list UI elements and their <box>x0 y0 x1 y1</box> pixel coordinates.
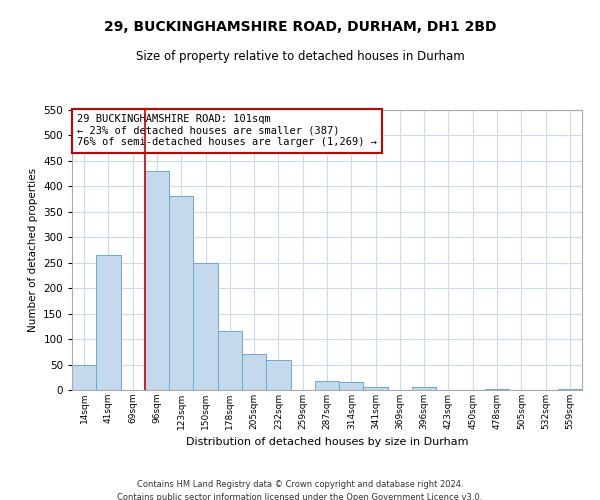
Text: Contains HM Land Registry data © Crown copyright and database right 2024.: Contains HM Land Registry data © Crown c… <box>137 480 463 489</box>
Bar <box>169 196 193 390</box>
Bar <box>193 262 218 390</box>
Bar <box>218 332 242 390</box>
Bar <box>96 255 121 390</box>
Bar <box>266 360 290 390</box>
Bar <box>412 387 436 390</box>
Y-axis label: Number of detached properties: Number of detached properties <box>28 168 38 332</box>
Bar <box>242 354 266 390</box>
Bar <box>315 381 339 390</box>
Bar <box>72 364 96 390</box>
Text: 29, BUCKINGHAMSHIRE ROAD, DURHAM, DH1 2BD: 29, BUCKINGHAMSHIRE ROAD, DURHAM, DH1 2B… <box>104 20 496 34</box>
Text: Contains public sector information licensed under the Open Government Licence v3: Contains public sector information licen… <box>118 492 482 500</box>
Bar <box>364 388 388 390</box>
Bar <box>339 382 364 390</box>
X-axis label: Distribution of detached houses by size in Durham: Distribution of detached houses by size … <box>186 438 468 448</box>
Bar <box>145 171 169 390</box>
Text: Size of property relative to detached houses in Durham: Size of property relative to detached ho… <box>136 50 464 63</box>
Text: 29 BUCKINGHAMSHIRE ROAD: 101sqm
← 23% of detached houses are smaller (387)
76% o: 29 BUCKINGHAMSHIRE ROAD: 101sqm ← 23% of… <box>77 114 377 148</box>
Bar <box>485 389 509 390</box>
